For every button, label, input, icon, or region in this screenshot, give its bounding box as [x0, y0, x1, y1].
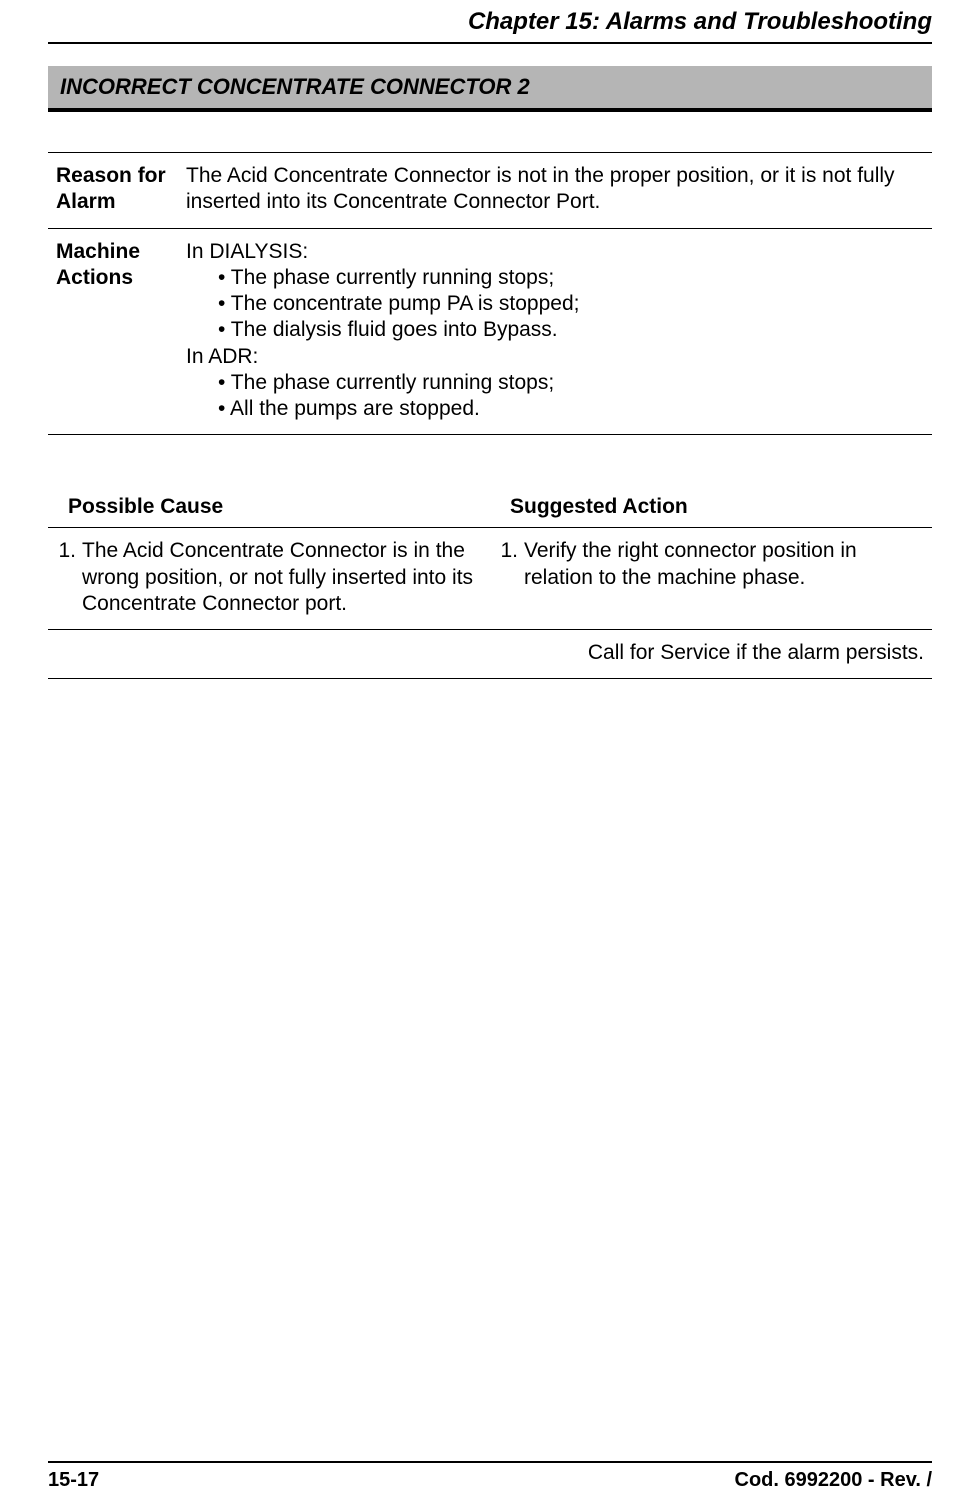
reason-label: Reason for Alarm [48, 153, 178, 229]
cause-number: 1. [54, 538, 82, 617]
dialysis-bullet: • The concentrate pump PA is stopped; [218, 291, 924, 317]
reason-text: The Acid Concentrate Connector is not in… [178, 153, 932, 229]
document-code: Cod. 6992200 - Rev. / [735, 1469, 933, 1492]
cause-header-row: Possible Cause Suggested Action [48, 489, 932, 528]
cause-row: 1. The Acid Concentrate Connector is in … [48, 528, 932, 630]
page-footer: 15-17 Cod. 6992200 - Rev. / [48, 1461, 932, 1504]
machine-actions-label: Machine Actions [48, 228, 178, 435]
machine-actions-row: Machine Actions In DIALYSIS: • The phase… [48, 228, 932, 435]
suggested-action-header: Suggested Action [490, 489, 932, 528]
page-number: 15-17 [48, 1469, 99, 1492]
cause-text: The Acid Concentrate Connector is in the… [82, 538, 482, 617]
cause-cell: 1. The Acid Concentrate Connector is in … [48, 528, 490, 630]
dialysis-label: In DIALYSIS: [186, 240, 308, 263]
action-number: 1. [496, 538, 524, 591]
service-text: Call for Service if the alarm persists. [48, 630, 932, 679]
cause-action-table: Possible Cause Suggested Action 1. The A… [48, 489, 932, 679]
info-table: Reason for Alarm The Acid Concentrate Co… [48, 152, 932, 435]
adr-bullets: • The phase currently running stops; • A… [186, 370, 924, 423]
action-text: Verify the right connector position in r… [524, 538, 924, 591]
adr-bullet: • All the pumps are stopped. [218, 396, 924, 422]
chapter-header: Chapter 15: Alarms and Troubleshooting [48, 0, 932, 44]
dialysis-bullet: • The dialysis fluid goes into Bypass. [218, 317, 924, 343]
adr-label: In ADR: [186, 345, 258, 368]
service-row: Call for Service if the alarm persists. [48, 630, 932, 679]
dialysis-bullets: • The phase currently running stops; • T… [186, 265, 924, 344]
alarm-title: INCORRECT CONCENTRATE CONNECTOR 2 [48, 66, 932, 112]
dialysis-bullet: • The phase currently running stops; [218, 265, 924, 291]
reason-row: Reason for Alarm The Acid Concentrate Co… [48, 153, 932, 229]
action-cell: 1. Verify the right connector position i… [490, 528, 932, 630]
adr-bullet: • The phase currently running stops; [218, 370, 924, 396]
possible-cause-header: Possible Cause [48, 489, 490, 528]
machine-actions-content: In DIALYSIS: • The phase currently runni… [178, 228, 932, 435]
